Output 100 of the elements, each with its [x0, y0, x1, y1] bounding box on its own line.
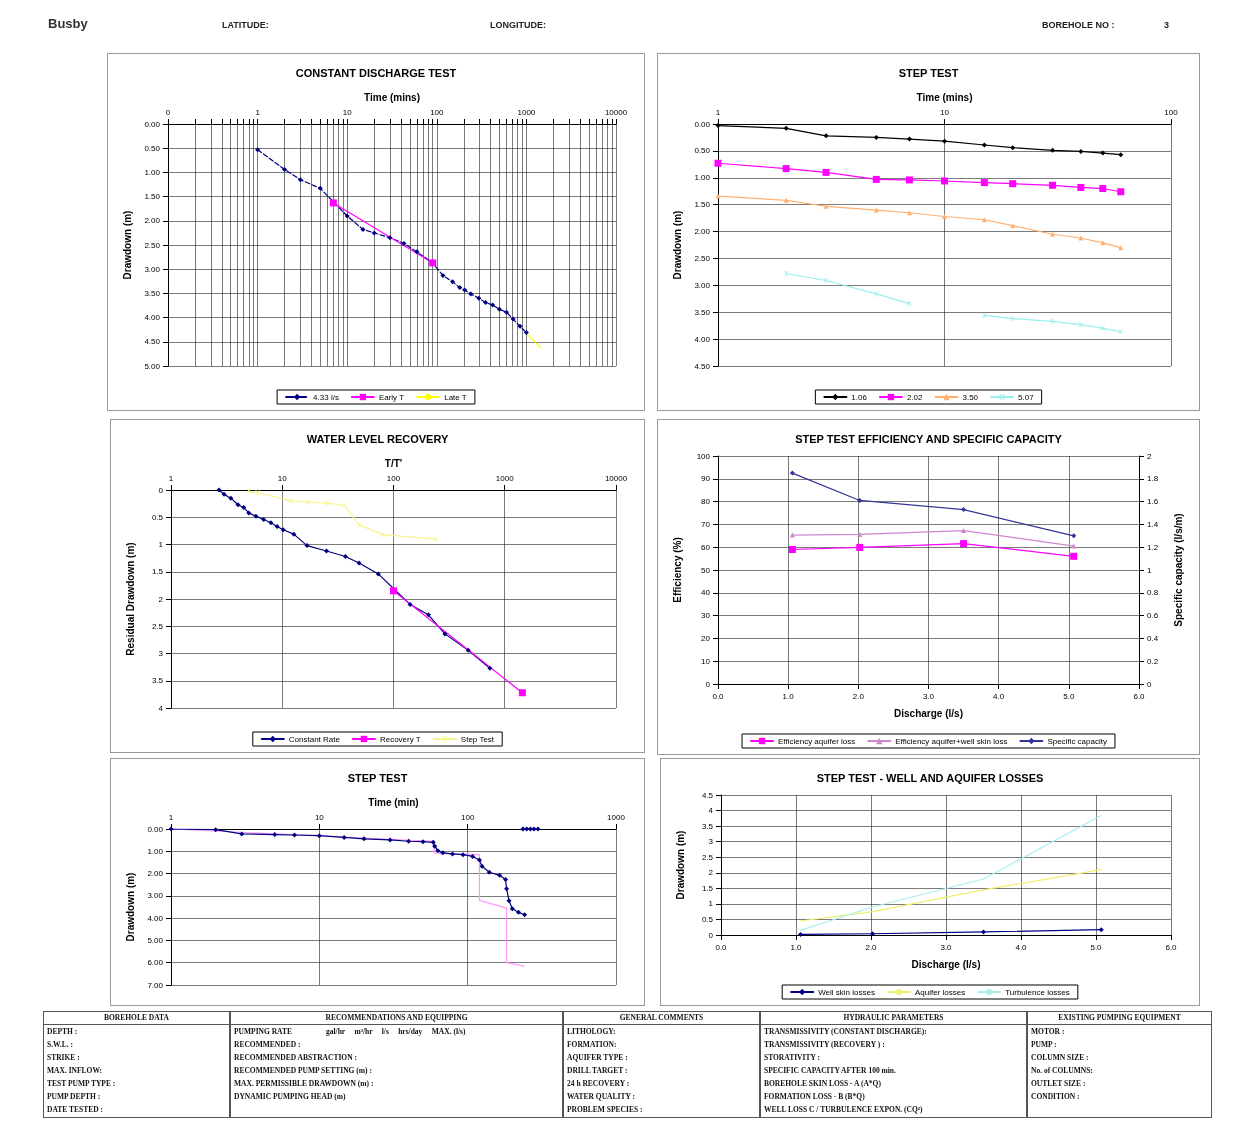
- y-tick-label: 0.5: [701, 914, 714, 924]
- y-tick-label: 80: [701, 497, 711, 507]
- legend-label: Late T: [444, 392, 467, 402]
- x-tick-label: 100: [386, 473, 401, 483]
- chart-title: CONSTANT DISCHARGE TEST: [295, 66, 457, 79]
- y-tick-label: 4.00: [144, 313, 161, 323]
- y-tick-label: 2: [708, 868, 714, 878]
- y-tick-label: 1.50: [694, 200, 711, 210]
- y-tick-label: 1.5: [151, 567, 164, 577]
- x-tick-label: 10: [314, 812, 325, 822]
- y-tick-label: 10: [701, 656, 711, 666]
- y-tick-label: 1.00: [147, 846, 164, 856]
- y2-axis-title: Specific capacity (l/s/m): [1172, 513, 1184, 627]
- x-tick-label: 5.0: [1090, 942, 1103, 952]
- x-axis-title: Time (mins): [364, 91, 420, 103]
- x-axis-title: Time (min): [368, 796, 419, 808]
- y-tick-label: 0: [705, 679, 711, 689]
- y-tick-label: 0.00: [144, 119, 161, 129]
- y-tick-label: 4: [158, 703, 164, 713]
- y-tick-label: 4.50: [144, 337, 161, 347]
- y-tick-label: 2.50: [694, 253, 711, 263]
- x-tick-label: 1.0: [782, 691, 795, 701]
- legend-label: Well skin losses: [818, 987, 875, 997]
- text: Busby: [48, 16, 88, 31]
- y-tick-label: 0: [708, 930, 714, 940]
- y2-tick-label: 0.8: [1147, 588, 1159, 598]
- y-tick-label: 1: [708, 899, 714, 909]
- x-tick-label: 0: [165, 107, 171, 117]
- y-tick-label: 2.00: [694, 227, 711, 237]
- x-tick-label: 1000: [517, 107, 536, 117]
- y2-tick-label: 0.4: [1147, 633, 1159, 643]
- y-tick-label: 1.00: [144, 167, 161, 177]
- x-tick-label: 1000: [495, 473, 515, 483]
- y2-tick-label: 1.4: [1147, 519, 1159, 529]
- legend-label: Efficiency aquifer+well skin loss: [895, 736, 1008, 746]
- text: 3: [1164, 20, 1170, 30]
- y2-tick-label: 0.2: [1147, 656, 1159, 666]
- y-axis-title: Residual Drawdown (m): [124, 542, 136, 656]
- y-tick-label: 3.50: [694, 307, 711, 317]
- legend-label: Early T: [378, 392, 405, 402]
- y2-tick-label: 0.6: [1147, 611, 1159, 621]
- y2-tick-label: 1.8: [1147, 474, 1159, 484]
- y-tick-label: 40: [701, 588, 711, 598]
- x-tick-label: 10000: [604, 473, 628, 483]
- legend-label: Turbulence losses: [1005, 987, 1070, 997]
- x-tick-label: 1: [255, 107, 261, 117]
- y-tick-label: 3.5: [701, 821, 714, 831]
- y2-tick-label: 1.2: [1147, 542, 1159, 552]
- x-tick-label: 10: [940, 107, 950, 117]
- legend-label: 1.06: [851, 392, 868, 402]
- chart-title: STEP TEST EFFICIENCY AND SPECIFIC CAPACITY: [795, 432, 1063, 445]
- y-tick-label: 3.00: [147, 891, 164, 901]
- y-tick-label: 2.00: [144, 216, 161, 226]
- y-tick-label: 5.00: [144, 361, 161, 371]
- y-tick-label: 4.50: [694, 361, 711, 371]
- y2-tick-label: 1.6: [1147, 497, 1159, 507]
- y-tick-label: 0.00: [147, 824, 164, 834]
- x-tick-label: 4.0: [993, 691, 1005, 701]
- text: BOREHOLE NO :: [1042, 20, 1115, 30]
- legend-label: Aquifer losses: [914, 987, 966, 997]
- y-tick-label: 2.5: [701, 852, 714, 862]
- y-tick-label: 1: [158, 540, 164, 549]
- y-tick-label: 20: [701, 633, 711, 643]
- x-tick-label: 0.0: [715, 942, 728, 952]
- y-tick-label: 70: [701, 519, 711, 529]
- x-tick-label: 0.0: [712, 691, 725, 701]
- y-axis-title: Drawdown (m): [121, 210, 133, 280]
- x-tick-label: 10: [277, 473, 288, 483]
- y-tick-label: 60: [701, 542, 711, 552]
- y-tick-label: 1.5: [701, 883, 714, 893]
- x-tick-label: 100: [1164, 107, 1179, 117]
- y-tick-label: 0.50: [694, 146, 711, 156]
- legend-label: Recovery T: [379, 734, 421, 744]
- text: LONGITUDE:: [490, 20, 546, 30]
- x-tick-label: 100: [460, 812, 475, 822]
- y-tick-label: 3.00: [144, 264, 161, 274]
- y-tick-label: 0.50: [144, 143, 161, 153]
- y-axis-title: Drawdown (m): [671, 210, 683, 280]
- y-tick-label: 30: [701, 611, 711, 621]
- y-tick-label: 90: [701, 474, 711, 484]
- legend-label: Specific capacity: [1047, 736, 1107, 746]
- y-tick-label: 1.50: [144, 192, 161, 202]
- x-tick-label: 3.0: [922, 691, 935, 701]
- y-tick-label: 2.00: [147, 869, 164, 879]
- y2-tick-label: 0: [1147, 679, 1152, 689]
- legend-label: 5.07: [1018, 392, 1035, 402]
- y-tick-label: 100: [696, 451, 711, 461]
- y-tick-label: 3.50: [144, 288, 161, 298]
- x-tick-label: 2.0: [852, 691, 865, 701]
- x-axis-title: Time (mins): [916, 91, 973, 103]
- x-tick-label: 6.0: [1165, 942, 1178, 952]
- legend-label: 3.50: [962, 392, 979, 402]
- y-axis-title: Drawdown (m): [674, 830, 686, 900]
- y-tick-label: 4.00: [147, 913, 164, 923]
- y-tick-label: 3: [708, 837, 714, 847]
- x-tick-label: 5.0: [1063, 691, 1075, 701]
- x-tick-label: 3.0: [940, 942, 953, 952]
- x-tick-label: 6.0: [1133, 691, 1146, 701]
- x-tick-label: 10000: [604, 107, 628, 117]
- y-tick-label: 6.00: [147, 958, 164, 968]
